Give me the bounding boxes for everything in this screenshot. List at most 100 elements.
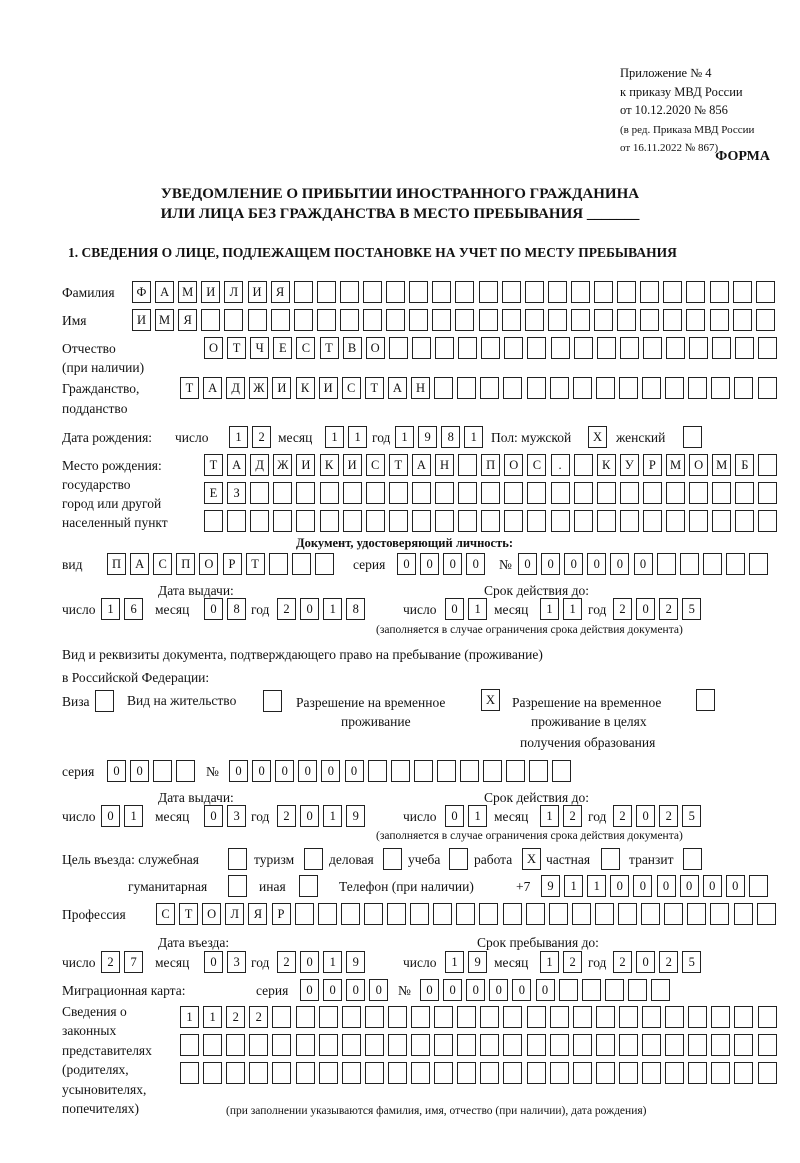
char-box[interactable]: [617, 309, 637, 331]
char-box[interactable]: 1: [464, 426, 484, 448]
char-box[interactable]: [342, 510, 362, 532]
char-box[interactable]: Т: [364, 377, 384, 399]
char-box[interactable]: [595, 1034, 615, 1056]
char-box[interactable]: [294, 903, 314, 925]
char-box[interactable]: [757, 1034, 777, 1056]
char-box[interactable]: [756, 903, 776, 925]
char-box[interactable]: 9: [346, 805, 366, 827]
char-box[interactable]: 0: [587, 553, 607, 575]
char-box[interactable]: 2: [563, 805, 583, 827]
char-box[interactable]: [318, 1062, 338, 1084]
char-box[interactable]: Н: [411, 377, 430, 399]
char-box[interactable]: В: [342, 337, 362, 359]
char-box[interactable]: О: [504, 454, 524, 476]
char-box[interactable]: [572, 1062, 592, 1084]
char-box[interactable]: 0: [369, 979, 389, 1001]
char-box[interactable]: 2: [277, 598, 296, 620]
char-box[interactable]: [293, 281, 313, 303]
char-box[interactable]: Т: [227, 337, 247, 359]
char-box[interactable]: [572, 1006, 592, 1028]
char-box[interactable]: 1: [564, 875, 584, 897]
char-box[interactable]: [527, 337, 547, 359]
char-box[interactable]: [363, 903, 383, 925]
char-box[interactable]: [663, 309, 683, 331]
char-box[interactable]: [434, 377, 454, 399]
char-box[interactable]: [548, 903, 568, 925]
char-box[interactable]: [619, 337, 639, 359]
char-box[interactable]: [249, 1062, 269, 1084]
char-box[interactable]: [595, 377, 615, 399]
char-box[interactable]: [203, 1062, 223, 1084]
char-box[interactable]: [455, 281, 475, 303]
char-box[interactable]: 1: [348, 426, 368, 448]
char-box[interactable]: 0: [466, 553, 486, 575]
char-box[interactable]: 1: [445, 951, 464, 973]
char-box[interactable]: [480, 1006, 500, 1028]
char-box[interactable]: [314, 553, 334, 575]
char-box[interactable]: [316, 281, 336, 303]
char-box[interactable]: 5: [682, 805, 702, 827]
char-box[interactable]: [758, 337, 778, 359]
char-box[interactable]: П: [176, 553, 196, 575]
char-box[interactable]: 2: [613, 598, 632, 620]
char-box[interactable]: Л: [224, 281, 244, 303]
char-box[interactable]: [481, 510, 501, 532]
char-box[interactable]: С: [156, 903, 175, 925]
char-box[interactable]: [596, 510, 616, 532]
char-box[interactable]: 0: [656, 875, 676, 897]
char-box[interactable]: [733, 903, 753, 925]
char-box[interactable]: [318, 1006, 338, 1028]
char-box[interactable]: [502, 903, 522, 925]
char-box[interactable]: [458, 337, 478, 359]
char-box[interactable]: 0: [702, 875, 722, 897]
char-box[interactable]: [388, 337, 408, 359]
char-box[interactable]: 0: [443, 979, 463, 1001]
char-box[interactable]: [711, 1034, 731, 1056]
char-box[interactable]: [387, 1006, 407, 1028]
char-box[interactable]: [365, 510, 385, 532]
char-box[interactable]: [640, 281, 660, 303]
char-box[interactable]: К: [319, 454, 339, 476]
char-box[interactable]: [748, 875, 768, 897]
char-box[interactable]: [506, 760, 526, 782]
char-box[interactable]: 9: [418, 426, 438, 448]
char-box[interactable]: [504, 337, 524, 359]
char-box[interactable]: [503, 1006, 523, 1028]
char-box[interactable]: [250, 482, 270, 504]
char-box[interactable]: И: [132, 309, 151, 331]
char-box[interactable]: [642, 377, 661, 399]
char-box[interactable]: 8: [346, 598, 366, 620]
char-box[interactable]: [455, 309, 475, 331]
char-box[interactable]: [665, 1006, 685, 1028]
char-box[interactable]: 3: [227, 805, 247, 827]
char-box[interactable]: 1: [323, 598, 343, 620]
char-box[interactable]: А: [227, 454, 247, 476]
char-box[interactable]: 0: [679, 875, 699, 897]
char-box[interactable]: 0: [204, 598, 223, 620]
char-box[interactable]: Т: [245, 553, 265, 575]
char-box[interactable]: [572, 1034, 592, 1056]
char-box[interactable]: И: [318, 377, 338, 399]
char-box[interactable]: [483, 760, 503, 782]
char-box[interactable]: [642, 337, 662, 359]
char-box[interactable]: А: [130, 553, 150, 575]
char-box[interactable]: [365, 482, 385, 504]
char-box[interactable]: 1: [101, 598, 120, 620]
char-box[interactable]: З: [227, 482, 247, 504]
char-box[interactable]: [432, 309, 452, 331]
char-box[interactable]: [619, 510, 639, 532]
char-box[interactable]: [642, 1062, 661, 1084]
char-box[interactable]: [481, 482, 501, 504]
char-box[interactable]: [656, 553, 676, 575]
char-box[interactable]: [627, 979, 647, 1001]
char-box[interactable]: К: [596, 454, 616, 476]
char-box[interactable]: К: [295, 377, 315, 399]
char-box[interactable]: [383, 848, 402, 870]
char-box[interactable]: [341, 1006, 361, 1028]
char-box[interactable]: [224, 309, 244, 331]
char-box[interactable]: [665, 1034, 685, 1056]
char-box[interactable]: [617, 281, 637, 303]
char-box[interactable]: [665, 377, 685, 399]
char-box[interactable]: [683, 848, 702, 870]
char-box[interactable]: [735, 482, 755, 504]
